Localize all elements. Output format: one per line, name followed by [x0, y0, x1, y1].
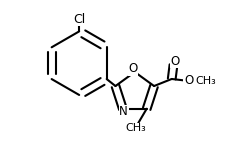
Text: O: O — [171, 55, 180, 68]
Text: O: O — [128, 62, 138, 75]
Text: Cl: Cl — [73, 13, 85, 25]
Text: O: O — [184, 74, 193, 87]
Text: CH₃: CH₃ — [126, 123, 147, 133]
Text: N: N — [119, 105, 128, 118]
Text: CH₃: CH₃ — [195, 76, 216, 86]
